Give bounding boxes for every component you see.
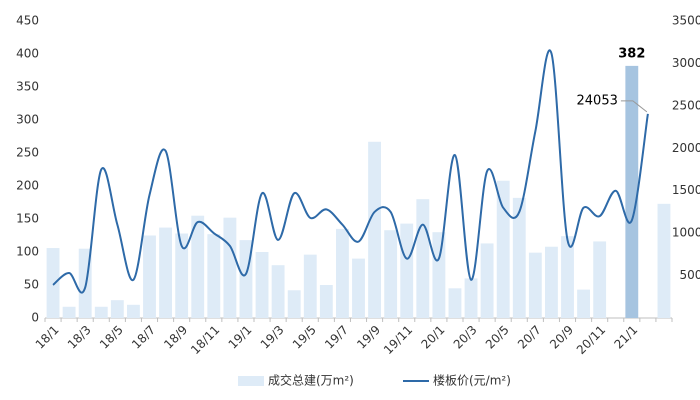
bar — [143, 235, 156, 318]
bar — [175, 233, 189, 318]
x-tick-label: 18/5 — [97, 323, 126, 352]
x-tick-label: 21/1 — [611, 323, 640, 352]
y-tick-label: 300 — [16, 113, 39, 127]
x-tick-label: 19/3 — [258, 323, 287, 352]
bar — [496, 180, 510, 318]
line-value-label: 24053 — [577, 93, 618, 108]
x-tick-label: 18/3 — [65, 323, 94, 352]
bar — [352, 258, 365, 318]
bar — [625, 65, 639, 318]
legend-swatch — [238, 376, 264, 386]
y2-tick-label: 15000 — [672, 183, 700, 197]
x-tick-label: 19/1 — [226, 323, 255, 352]
bar — [46, 248, 60, 318]
bar — [577, 289, 591, 318]
bar — [400, 223, 414, 318]
bar — [255, 252, 269, 318]
bar — [432, 232, 446, 318]
x-tick-label: 19/5 — [290, 323, 319, 352]
x-tick-label: 20/9 — [547, 323, 576, 352]
bar — [62, 306, 76, 318]
x-tick-label: 18/11 — [188, 323, 222, 357]
legend-label: 楼板价(元/m²) — [433, 373, 511, 388]
bar — [657, 203, 671, 318]
y-tick-label: 200 — [16, 179, 39, 193]
bar — [448, 288, 462, 318]
bar — [223, 217, 237, 318]
y-tick-label: 50 — [24, 278, 39, 292]
y-tick-label: 150 — [16, 212, 39, 226]
y-tick-label: 0 — [31, 311, 39, 325]
bar — [384, 230, 398, 318]
bar — [480, 243, 494, 318]
legend-label: 成交总建(万m²) — [268, 373, 354, 388]
y2-tick-label: 10000 — [672, 226, 700, 240]
bar — [512, 197, 526, 318]
bar — [207, 234, 221, 318]
y-tick-label: 350 — [16, 80, 39, 94]
y-tick-label: 450 — [16, 14, 39, 28]
x-tick-label: 18/1 — [33, 323, 62, 352]
y2-tick-label: 30000 — [672, 56, 700, 70]
x-tick-label: 18/9 — [161, 323, 190, 352]
y-tick-label: 400 — [16, 47, 39, 61]
bar — [464, 278, 478, 318]
bar-value-label: 382 — [618, 46, 645, 61]
y-tick-label: 250 — [16, 146, 39, 160]
bar — [159, 227, 173, 318]
y2-tick-label: 20000 — [672, 141, 700, 155]
bar — [416, 199, 430, 318]
x-tick-label: 18/7 — [129, 323, 158, 352]
line — [52, 49, 649, 294]
x-tick-label: 20/11 — [574, 323, 608, 357]
x-tick-label: 20/1 — [419, 323, 448, 352]
bar — [319, 285, 333, 318]
bar — [544, 246, 558, 318]
y-tick-label: 100 — [16, 245, 39, 259]
y2-tick-label: 35000 — [672, 14, 700, 28]
bar — [368, 141, 382, 318]
bar — [287, 290, 301, 318]
bar — [126, 304, 140, 318]
annotation-leader — [620, 100, 648, 113]
bar — [303, 254, 317, 318]
bar — [271, 265, 285, 318]
bar — [94, 306, 108, 318]
bar — [335, 228, 349, 318]
x-tick-label: 20/3 — [451, 323, 480, 352]
x-tick-label: 19/11 — [381, 323, 415, 357]
y2-tick-label: 25000 — [672, 98, 700, 112]
x-tick-label: 19/9 — [354, 323, 383, 352]
bar — [593, 241, 607, 318]
bar — [561, 236, 574, 318]
x-tick-label: 20/5 — [483, 323, 512, 352]
bar — [191, 215, 205, 318]
bar — [110, 300, 124, 318]
x-tick-label: 19/7 — [322, 323, 351, 352]
x-tick-label: 20/7 — [515, 323, 544, 352]
bar — [528, 252, 542, 318]
y2-tick-label: 5000 — [679, 268, 700, 282]
